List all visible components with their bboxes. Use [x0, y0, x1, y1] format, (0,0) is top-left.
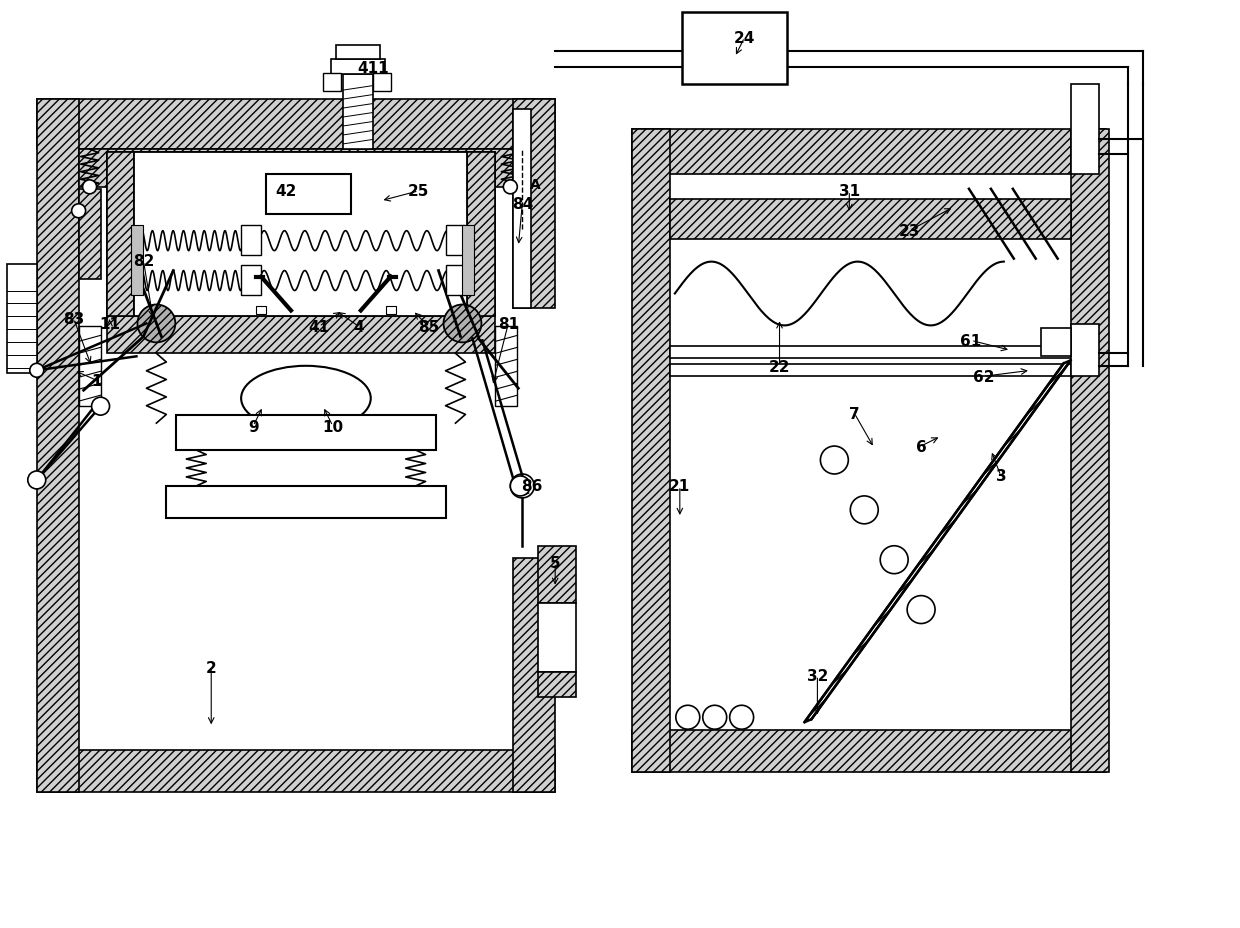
- Circle shape: [72, 204, 86, 218]
- Text: 21: 21: [670, 479, 691, 494]
- Circle shape: [503, 181, 517, 195]
- Bar: [37, 751, 556, 793]
- Circle shape: [30, 364, 43, 378]
- Text: 81: 81: [497, 316, 518, 331]
- Bar: [7, 264, 37, 374]
- Bar: [241, 265, 262, 295]
- Text: 3: 3: [996, 469, 1006, 483]
- Text: A: A: [531, 177, 541, 192]
- Bar: [331, 60, 384, 75]
- Bar: [495, 327, 517, 406]
- Text: 83: 83: [63, 312, 84, 327]
- Bar: [670, 347, 1070, 359]
- Bar: [37, 100, 78, 793]
- Bar: [1070, 130, 1109, 772]
- Circle shape: [511, 476, 531, 496]
- Bar: [538, 603, 577, 673]
- Bar: [538, 673, 577, 698]
- Polygon shape: [805, 361, 1070, 722]
- Circle shape: [880, 547, 908, 574]
- Text: 9: 9: [248, 419, 258, 434]
- Bar: [373, 74, 391, 92]
- Text: 85: 85: [418, 319, 439, 335]
- Text: 82: 82: [133, 254, 154, 269]
- Bar: [386, 307, 396, 316]
- Bar: [78, 149, 513, 751]
- Circle shape: [83, 181, 97, 195]
- Ellipse shape: [241, 367, 371, 432]
- Bar: [1070, 325, 1099, 377]
- Circle shape: [676, 705, 699, 729]
- Bar: [1040, 329, 1070, 357]
- Bar: [107, 317, 495, 354]
- Text: 84: 84: [512, 197, 533, 213]
- Bar: [513, 100, 556, 309]
- Text: 31: 31: [838, 184, 859, 200]
- Circle shape: [511, 474, 534, 498]
- Bar: [445, 226, 465, 255]
- Bar: [322, 74, 341, 92]
- Bar: [513, 558, 556, 793]
- Bar: [37, 100, 556, 149]
- Bar: [342, 75, 373, 149]
- Text: 4: 4: [353, 319, 365, 335]
- Bar: [107, 153, 495, 317]
- Circle shape: [821, 446, 848, 474]
- Bar: [267, 174, 351, 214]
- Text: 42: 42: [275, 184, 296, 200]
- Circle shape: [729, 705, 754, 729]
- Text: 62: 62: [973, 369, 994, 384]
- Text: 24: 24: [734, 31, 755, 45]
- Text: 25: 25: [408, 184, 429, 200]
- Text: 11: 11: [99, 316, 120, 331]
- Bar: [670, 365, 1070, 377]
- Text: 23: 23: [899, 224, 920, 238]
- Text: 61: 61: [960, 333, 982, 349]
- Bar: [467, 153, 495, 317]
- Text: 41: 41: [309, 319, 330, 335]
- Circle shape: [851, 496, 878, 524]
- Bar: [632, 730, 1106, 772]
- Bar: [513, 110, 531, 309]
- Text: 22: 22: [769, 359, 790, 374]
- Bar: [463, 226, 475, 295]
- Bar: [336, 46, 379, 60]
- Bar: [445, 265, 465, 295]
- Text: 5: 5: [549, 556, 560, 571]
- Bar: [241, 226, 262, 255]
- Ellipse shape: [444, 305, 481, 343]
- Text: 2: 2: [206, 660, 217, 676]
- Bar: [670, 200, 1070, 239]
- Bar: [131, 226, 144, 295]
- Text: 1: 1: [92, 373, 102, 388]
- Bar: [78, 149, 513, 187]
- Bar: [134, 153, 467, 317]
- Bar: [1070, 85, 1099, 174]
- Bar: [632, 130, 670, 772]
- Bar: [78, 327, 100, 406]
- Text: 86: 86: [522, 479, 543, 494]
- Bar: [257, 307, 267, 316]
- Bar: [176, 416, 435, 451]
- Bar: [670, 174, 1070, 730]
- Ellipse shape: [138, 305, 175, 343]
- Text: 411: 411: [357, 60, 388, 75]
- Bar: [682, 13, 786, 85]
- Bar: [107, 153, 134, 317]
- Bar: [78, 189, 100, 279]
- Circle shape: [27, 471, 46, 489]
- Text: 7: 7: [849, 406, 859, 421]
- Bar: [632, 130, 1106, 174]
- Circle shape: [908, 596, 935, 624]
- Bar: [538, 547, 577, 603]
- Text: 32: 32: [807, 668, 828, 683]
- Text: 6: 6: [915, 439, 926, 454]
- Text: 10: 10: [322, 419, 343, 434]
- Bar: [166, 486, 445, 518]
- Circle shape: [92, 398, 109, 416]
- Circle shape: [703, 705, 727, 729]
